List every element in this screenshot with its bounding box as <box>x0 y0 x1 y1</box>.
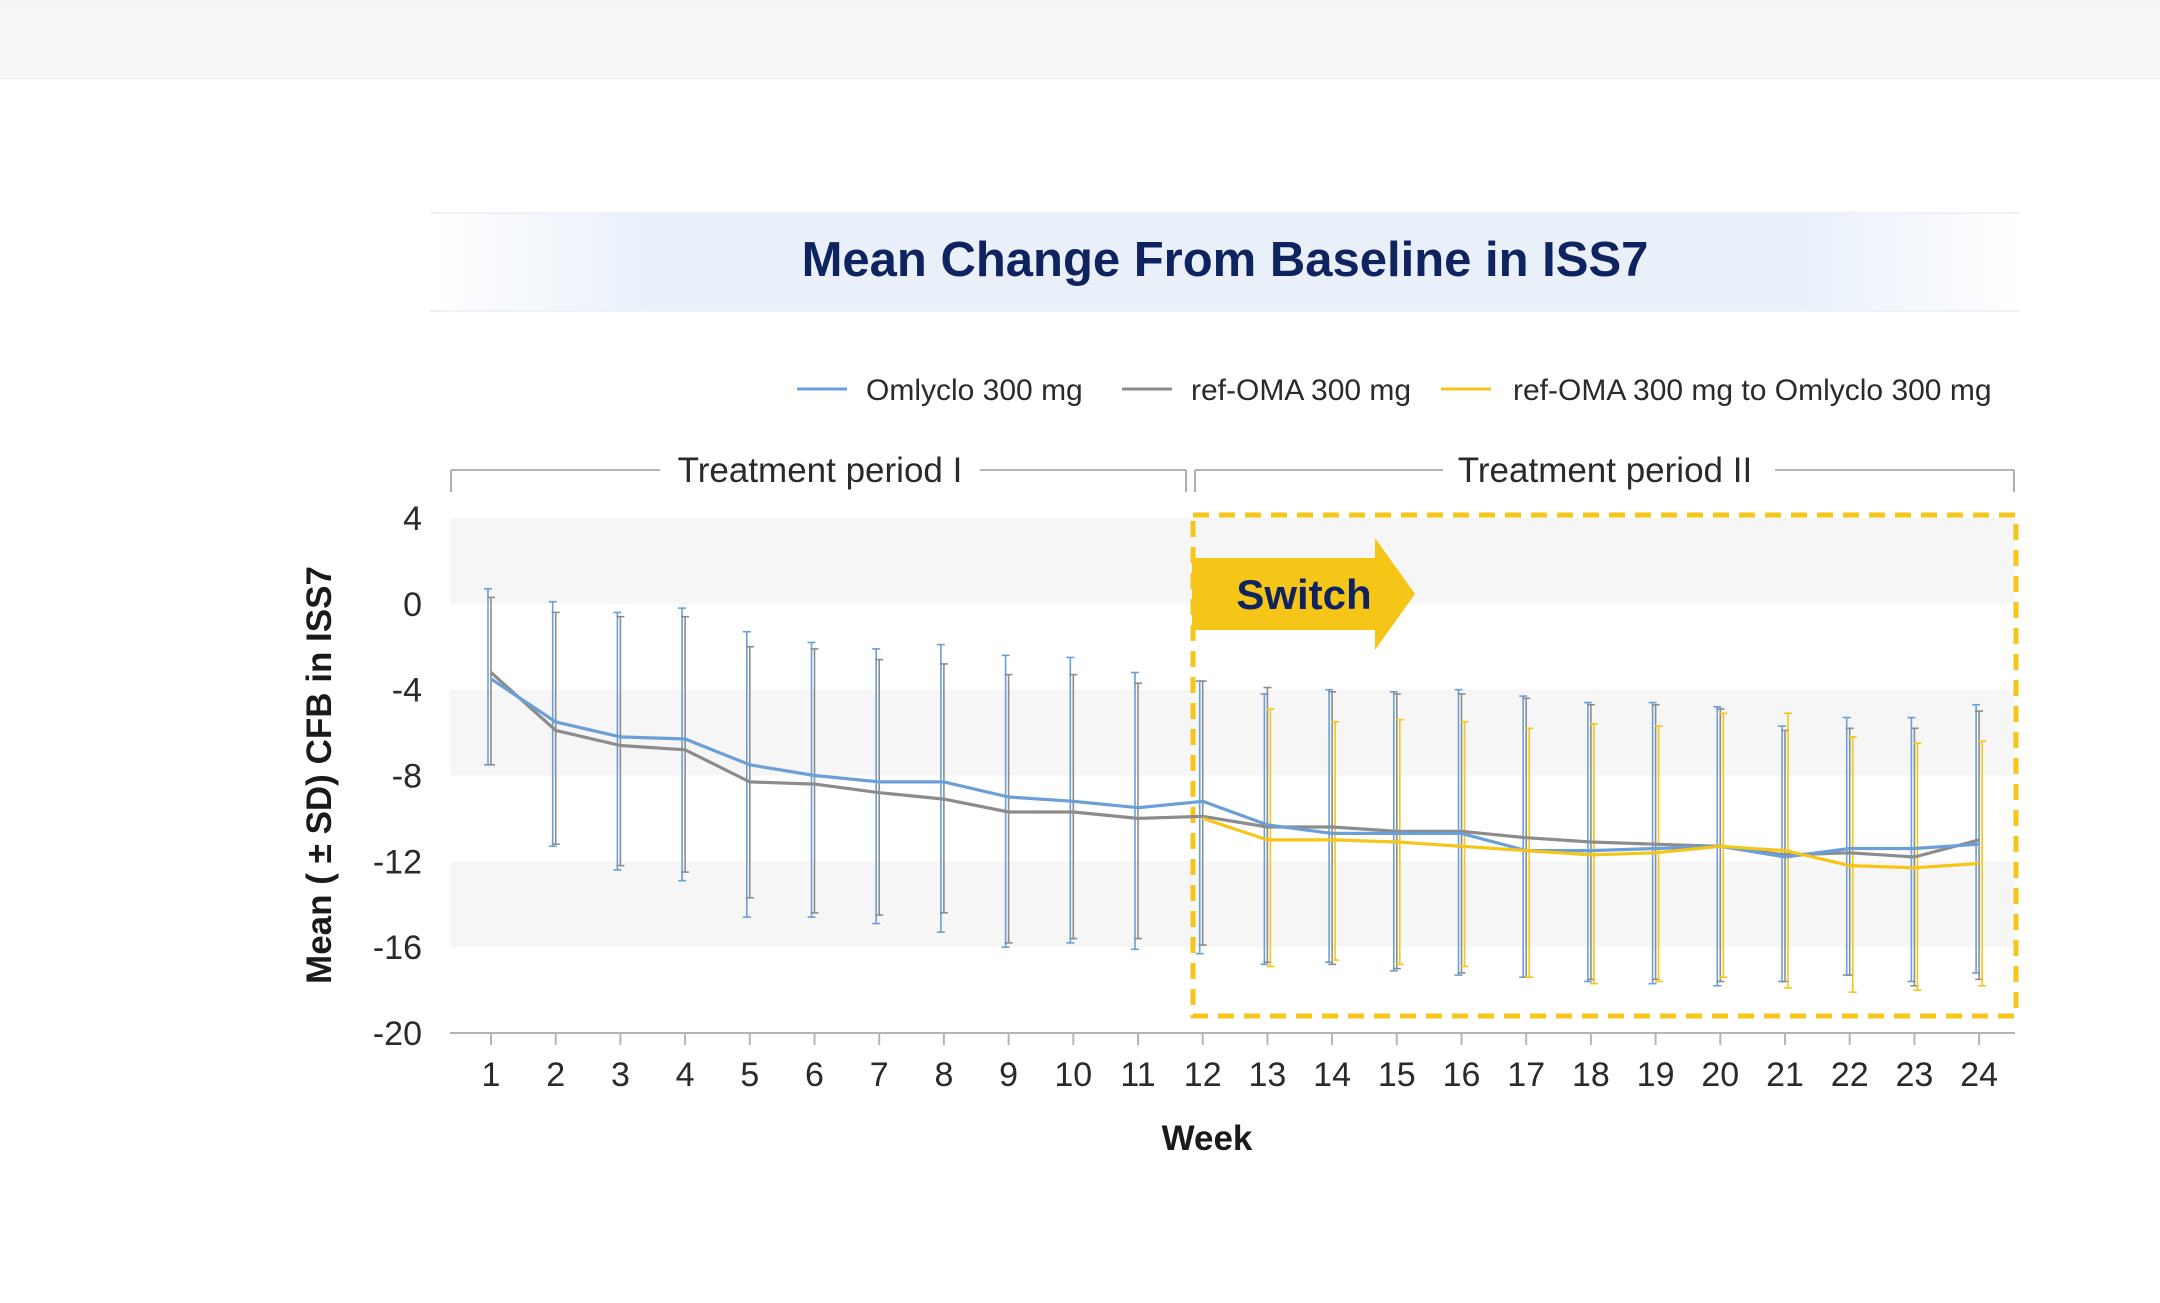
x-axis-title: Week <box>1162 1119 1253 1158</box>
x-tick-label: 23 <box>1895 1056 1933 1094</box>
x-tick-label: 16 <box>1443 1056 1481 1094</box>
x-tick-label: 21 <box>1766 1056 1804 1094</box>
x-tick-label: 9 <box>999 1056 1018 1094</box>
treatment-period-2-highlight <box>1190 512 2019 1019</box>
y-tick-label: -12 <box>373 843 422 881</box>
axes: 1 2 3 4 5 6 7 8 9 10 11 12 13 14 15 16 17 18 19 20 21 22 23 244… <box>373 500 2015 1094</box>
y-tick-label: -4 <box>392 672 422 710</box>
legend-label-ref-oma: ref-OMA 300 mg <box>1191 374 1411 407</box>
y-axis-title: Mean ( ± SD) CFB in ISS7 <box>300 566 339 984</box>
top-band <box>0 0 2160 79</box>
x-tick-label: 24 <box>1960 1056 1998 1094</box>
x-tick-label: 22 <box>1831 1056 1869 1094</box>
x-tick-label: 11 <box>1120 1056 1155 1094</box>
x-tick-label: 3 <box>611 1056 630 1094</box>
y-tick-label: -16 <box>373 929 422 967</box>
legend-label-omlyclo: Omlyclo 300 mg <box>866 374 1083 407</box>
highlight-box <box>1190 512 2019 1019</box>
title-band <box>430 212 2020 312</box>
legend-label-switch: ref-OMA 300 mg to Omlyclo 300 mg <box>1513 374 1992 407</box>
x-tick-label: 6 <box>805 1056 824 1094</box>
x-tick-label: 17 <box>1507 1056 1545 1094</box>
legend: Omlyclo 300 mg ref-OMA 300 mg ref-OMA 30… <box>797 374 1992 407</box>
x-tick-label: 19 <box>1637 1056 1675 1094</box>
x-tick-label: 15 <box>1378 1056 1416 1094</box>
x-tick-label: 14 <box>1313 1056 1351 1094</box>
x-tick-label: 13 <box>1248 1056 1286 1094</box>
series-line-2 <box>1202 816 1980 870</box>
x-tick-label: 5 <box>740 1056 759 1094</box>
x-tick-label: 12 <box>1184 1056 1222 1094</box>
y-tick-label: -20 <box>373 1015 422 1053</box>
chart-title: Mean Change From Baseline in ISS7 <box>801 233 1649 287</box>
period-1-label: Treatment period I <box>678 451 963 490</box>
switch-arrow: Switch <box>1192 538 1415 650</box>
x-tick-label: 7 <box>870 1056 889 1094</box>
switch-label: Switch <box>1236 571 1371 618</box>
x-tick-label: 2 <box>546 1056 565 1094</box>
y-tick-label: 4 <box>403 500 422 538</box>
x-tick-label: 1 <box>482 1056 501 1094</box>
period-2-label: Treatment period II <box>1458 451 1752 490</box>
grid-band <box>450 861 2015 948</box>
switch-arrow-shape <box>1192 538 1415 650</box>
x-tick-label: 8 <box>934 1056 953 1094</box>
x-tick-label: 20 <box>1701 1056 1739 1094</box>
y-tick-label: 0 <box>403 586 422 624</box>
x-tick-label: 4 <box>676 1056 695 1094</box>
x-tick-label: 10 <box>1054 1056 1092 1094</box>
x-tick-label: 18 <box>1572 1056 1610 1094</box>
series-lines <box>489 671 1980 870</box>
y-tick-label: -8 <box>392 758 422 796</box>
treatment-periods: Treatment period I Treatment period II <box>450 451 2015 492</box>
